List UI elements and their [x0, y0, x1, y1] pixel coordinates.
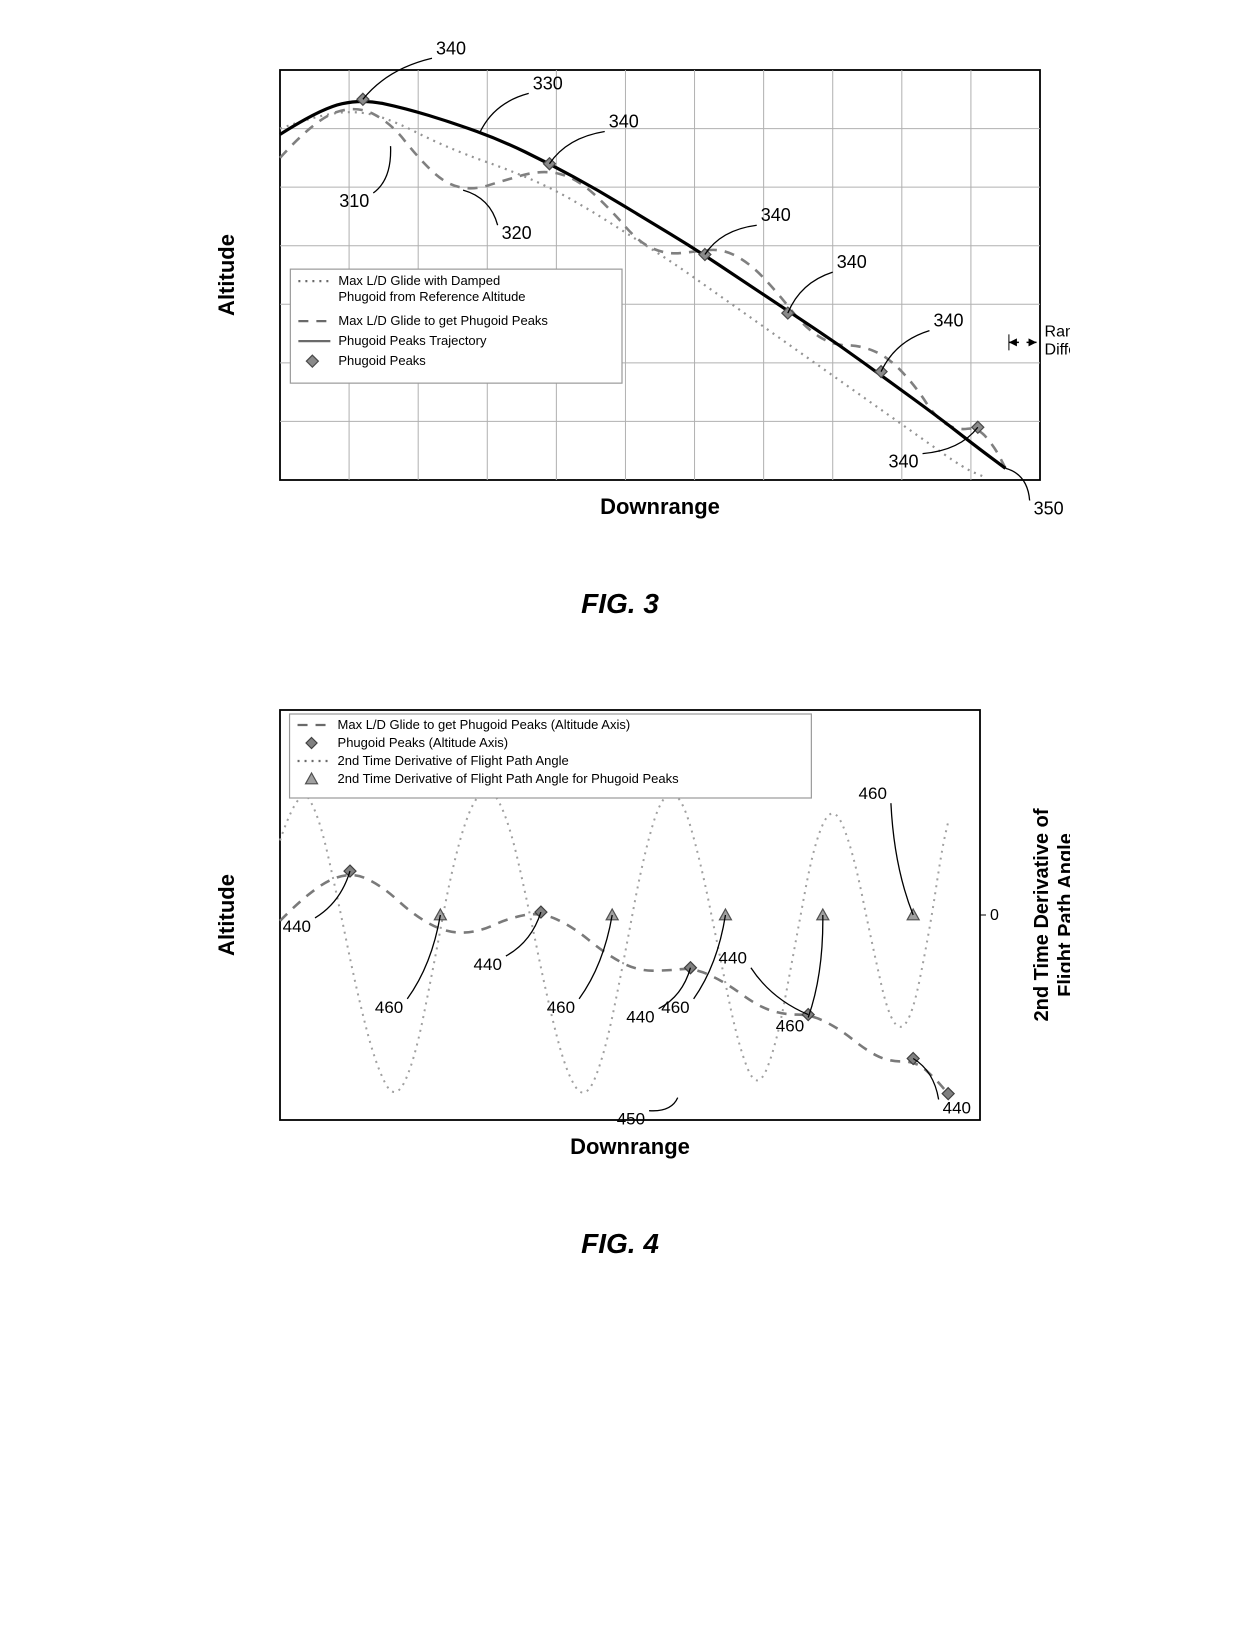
range-diff-label: Range	[1045, 323, 1070, 340]
callout-label: 320	[502, 223, 532, 243]
y-axis-label: Altitude	[214, 234, 239, 316]
callout-label: 440	[283, 917, 311, 936]
callout-label: 460	[859, 784, 887, 803]
y-axis-right-label: Flight Path Angle	[1055, 833, 1070, 997]
callout-label: 340	[436, 40, 466, 58]
callout-label: 340	[761, 205, 791, 225]
legend-item: Max L/D Glide to get Phugoid Peaks	[338, 313, 548, 328]
callout-label: 440	[626, 1008, 654, 1027]
figure-4-chart: 0 440 440 440 440 440 460 460 460 460 460 450 Max L/…	[170, 680, 1070, 1200]
legend-item: Phugoid Peaks (Altitude Axis)	[338, 735, 509, 750]
legend-item: 2nd Time Derivative of Flight Path Angle	[338, 753, 569, 768]
legend-item: Phugoid Peaks	[338, 353, 426, 368]
callout-label: 340	[837, 252, 867, 272]
right-axis-zero: 0	[990, 907, 999, 924]
figure-3-caption: FIG. 3	[170, 588, 1070, 620]
callout-label: 310	[339, 191, 369, 211]
figure-3-wrap: 340 330 310 320 340 340 340 340 340 350 RangeDiffe…	[170, 40, 1070, 620]
callout-label: 440	[474, 955, 502, 974]
figure-4-caption: FIG. 4	[170, 1228, 1070, 1260]
callout-label: 340	[609, 112, 639, 132]
y-axis-right-label: 2nd Time Derivative of	[1031, 808, 1053, 1021]
callout-label: 450	[617, 1110, 645, 1129]
figure-3-chart: 340 330 310 320 340 340 340 340 340 350 RangeDiffe…	[170, 40, 1070, 560]
callout-label: 460	[547, 998, 575, 1017]
legend-item: 2nd Time Derivative of Flight Path Angle…	[338, 771, 680, 786]
svg-text:Phugoid from Reference Altitud: Phugoid from Reference Altitude	[338, 289, 525, 304]
x-axis-label: Downrange	[600, 494, 720, 519]
callout-label: 330	[533, 73, 563, 93]
range-diff-label: Difference	[1045, 341, 1070, 358]
callout-label: 340	[933, 311, 963, 331]
x-axis-label: Downrange	[570, 1134, 690, 1159]
callout-label: 460	[776, 1017, 804, 1036]
callout-label: 440	[943, 1099, 971, 1118]
callout-label: 340	[888, 452, 918, 472]
callout-label: 350	[1034, 499, 1064, 519]
y-axis-left-label: Altitude	[214, 874, 239, 956]
legend-item: Max L/D Glide to get Phugoid Peaks (Alti…	[338, 717, 631, 732]
legend-item: Max L/D Glide with Damped	[338, 273, 500, 288]
callout-label: 440	[719, 949, 747, 968]
callout-label: 460	[661, 998, 689, 1017]
legend-item: Phugoid Peaks Trajectory	[338, 333, 487, 348]
callout-label: 460	[375, 998, 403, 1017]
figure-4-wrap: 0 440 440 440 440 440 460 460 460 460 460 450 Max L/…	[170, 680, 1070, 1260]
